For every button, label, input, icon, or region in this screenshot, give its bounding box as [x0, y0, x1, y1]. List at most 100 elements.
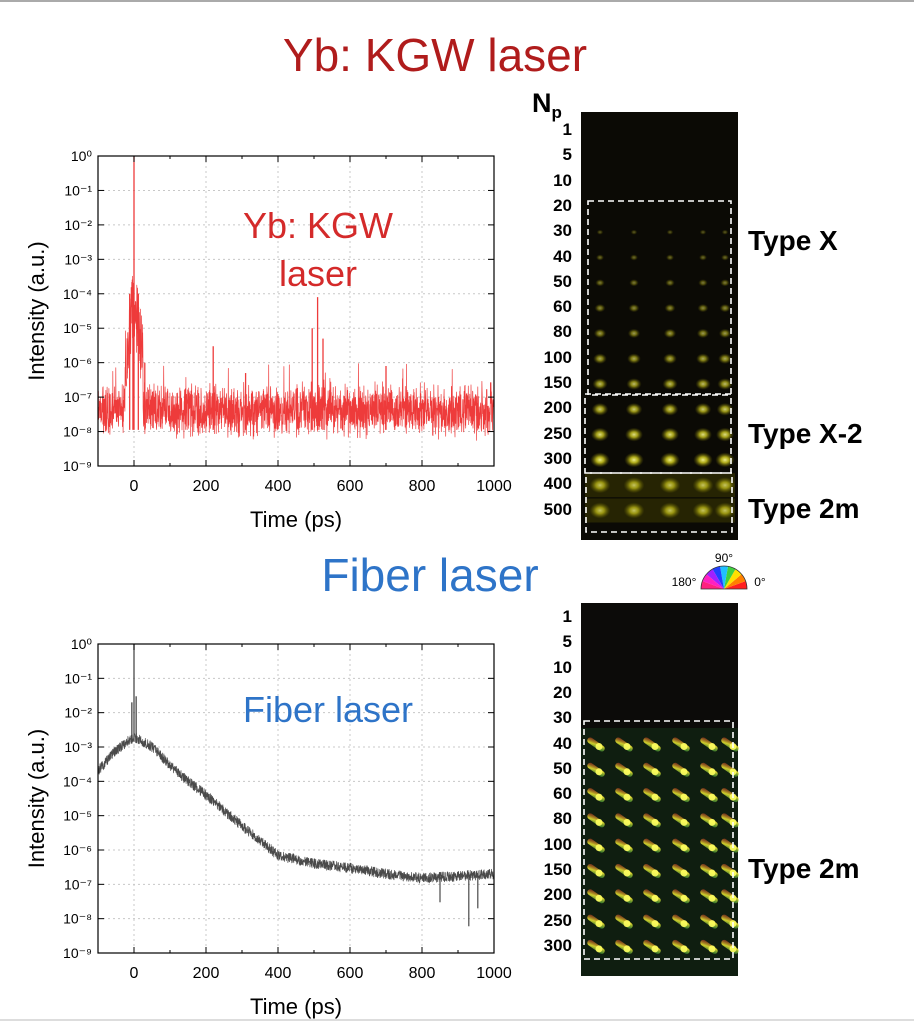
laser-spot: [680, 894, 688, 902]
chart-annotation: Yb: KGW laser: [243, 205, 393, 294]
laser-spot: [718, 353, 732, 364]
laser-spot: [595, 743, 603, 750]
y-axis-label: Intensity (a.u.): [24, 241, 49, 380]
laser-spot: [651, 743, 659, 750]
laser-spot: [623, 477, 645, 494]
np-header: Np: [532, 88, 562, 122]
laser-spot: [629, 254, 639, 261]
np-value: 5: [562, 145, 572, 165]
laser-spot: [692, 477, 714, 494]
laser-spot: [659, 477, 681, 494]
x-tick-label: 800: [409, 965, 436, 982]
y-tick-label: 10⁻¹: [64, 670, 92, 686]
np-value: 5: [562, 632, 572, 652]
colorwheel-wedge: [701, 581, 724, 589]
np-value: 60: [553, 784, 572, 804]
laser-spot: [651, 818, 659, 826]
laser-spot: [729, 945, 737, 953]
laser-spot: [589, 502, 611, 519]
np-value: 400: [543, 474, 572, 494]
micrograph-spots: [587, 737, 739, 954]
laser-spot: [595, 844, 603, 852]
laser-spot: [595, 279, 605, 287]
np-value: 150: [543, 373, 572, 392]
x-tick-label: 600: [337, 478, 364, 495]
laser-spot: [651, 920, 659, 928]
x-tick-label: 0: [130, 965, 139, 982]
laser-spot: [716, 427, 734, 442]
laser-spot: [696, 353, 710, 364]
laser-spot: [695, 378, 711, 390]
laser-spot: [623, 768, 631, 776]
laser-spot: [708, 818, 716, 826]
laser-spot: [626, 378, 642, 390]
laser-spot: [623, 793, 631, 801]
y-tick-label: 10⁰: [71, 636, 93, 652]
colorwheel-wedge: [724, 569, 742, 589]
laser-spot: [698, 254, 708, 261]
y-tick-label: 10⁻⁷: [64, 389, 92, 405]
laser-spot: [623, 743, 631, 750]
laser-spot: [595, 894, 603, 902]
laser-spot: [680, 844, 688, 852]
y-tick-label: 10⁰: [71, 148, 93, 164]
x-tick-label: 200: [193, 478, 220, 495]
np-value: 300: [543, 448, 572, 468]
laser-spot: [719, 303, 731, 313]
laser-spot: [660, 452, 680, 468]
np-value: 20: [553, 195, 572, 215]
micrograph-fiber: [581, 603, 739, 976]
laser-spot: [595, 768, 603, 776]
laser-spot: [708, 768, 716, 776]
y-tick-label: 10⁻²: [64, 705, 92, 721]
colorwheel-outline: [700, 565, 748, 590]
laser-spot: [714, 477, 736, 494]
laser-spot: [662, 378, 678, 390]
region-box: [584, 393, 732, 474]
laser-spot: [680, 743, 688, 750]
y-tick-label: 10⁻⁴: [63, 286, 92, 302]
laser-spot: [665, 279, 675, 287]
colorwheel-wedge: [706, 569, 724, 589]
colorwheel-wedge: [720, 565, 728, 589]
polarization-colorwheel: 90° 180° 0°: [672, 551, 766, 590]
y-axis-label: Intensity (a.u.): [24, 729, 49, 868]
laser-spot: [595, 920, 603, 928]
y-tick-label: 10⁻⁸: [63, 424, 92, 440]
np-value: 50: [553, 271, 572, 291]
laser-spot: [680, 768, 688, 776]
laser-spot: [696, 328, 710, 339]
laser-spot: [593, 328, 607, 339]
laser-spot: [623, 869, 631, 877]
laser-spot: [595, 945, 603, 953]
laser-spot: [708, 844, 716, 852]
y-tick-label: 10⁻²: [64, 217, 92, 233]
colorwheel-wedges: [700, 565, 748, 590]
spot-row-glow: [585, 498, 735, 523]
plot-frame: [97, 155, 495, 467]
y-tick-label: 10⁻¹: [64, 182, 92, 198]
laser-spot: [623, 844, 631, 852]
np-value: 80: [553, 322, 572, 342]
laser-spot: [692, 502, 714, 519]
np-value: 50: [553, 758, 572, 778]
laser-spot: [715, 452, 735, 468]
annotation-line: laser: [279, 253, 357, 294]
laser-spot: [693, 452, 713, 468]
laser-spot: [697, 303, 709, 313]
y-tick-label: 10⁻⁷: [64, 876, 92, 892]
laser-spot: [651, 768, 659, 776]
laser-spot: [708, 920, 716, 928]
np-list-top: 1 5 10 20 30 40 50 60 80 100 150 200 250 300 400 500: [512, 0, 572, 1022]
region-boxes: [584, 200, 733, 533]
laser-spot: [663, 353, 677, 364]
label-type-2m-bottom: Type 2m: [748, 853, 860, 884]
x-tick-label: 400: [265, 478, 292, 495]
colorwheel-label-90: 90°: [715, 551, 733, 565]
y-tick-label: 10⁻⁸: [63, 911, 92, 927]
x-tick-label: 1000: [476, 478, 512, 495]
laser-spot: [594, 303, 606, 313]
label-type-2m-top: Type 2m: [748, 493, 860, 524]
x-axis-label: Time (ps): [250, 507, 342, 532]
np-value: 500: [543, 499, 572, 519]
